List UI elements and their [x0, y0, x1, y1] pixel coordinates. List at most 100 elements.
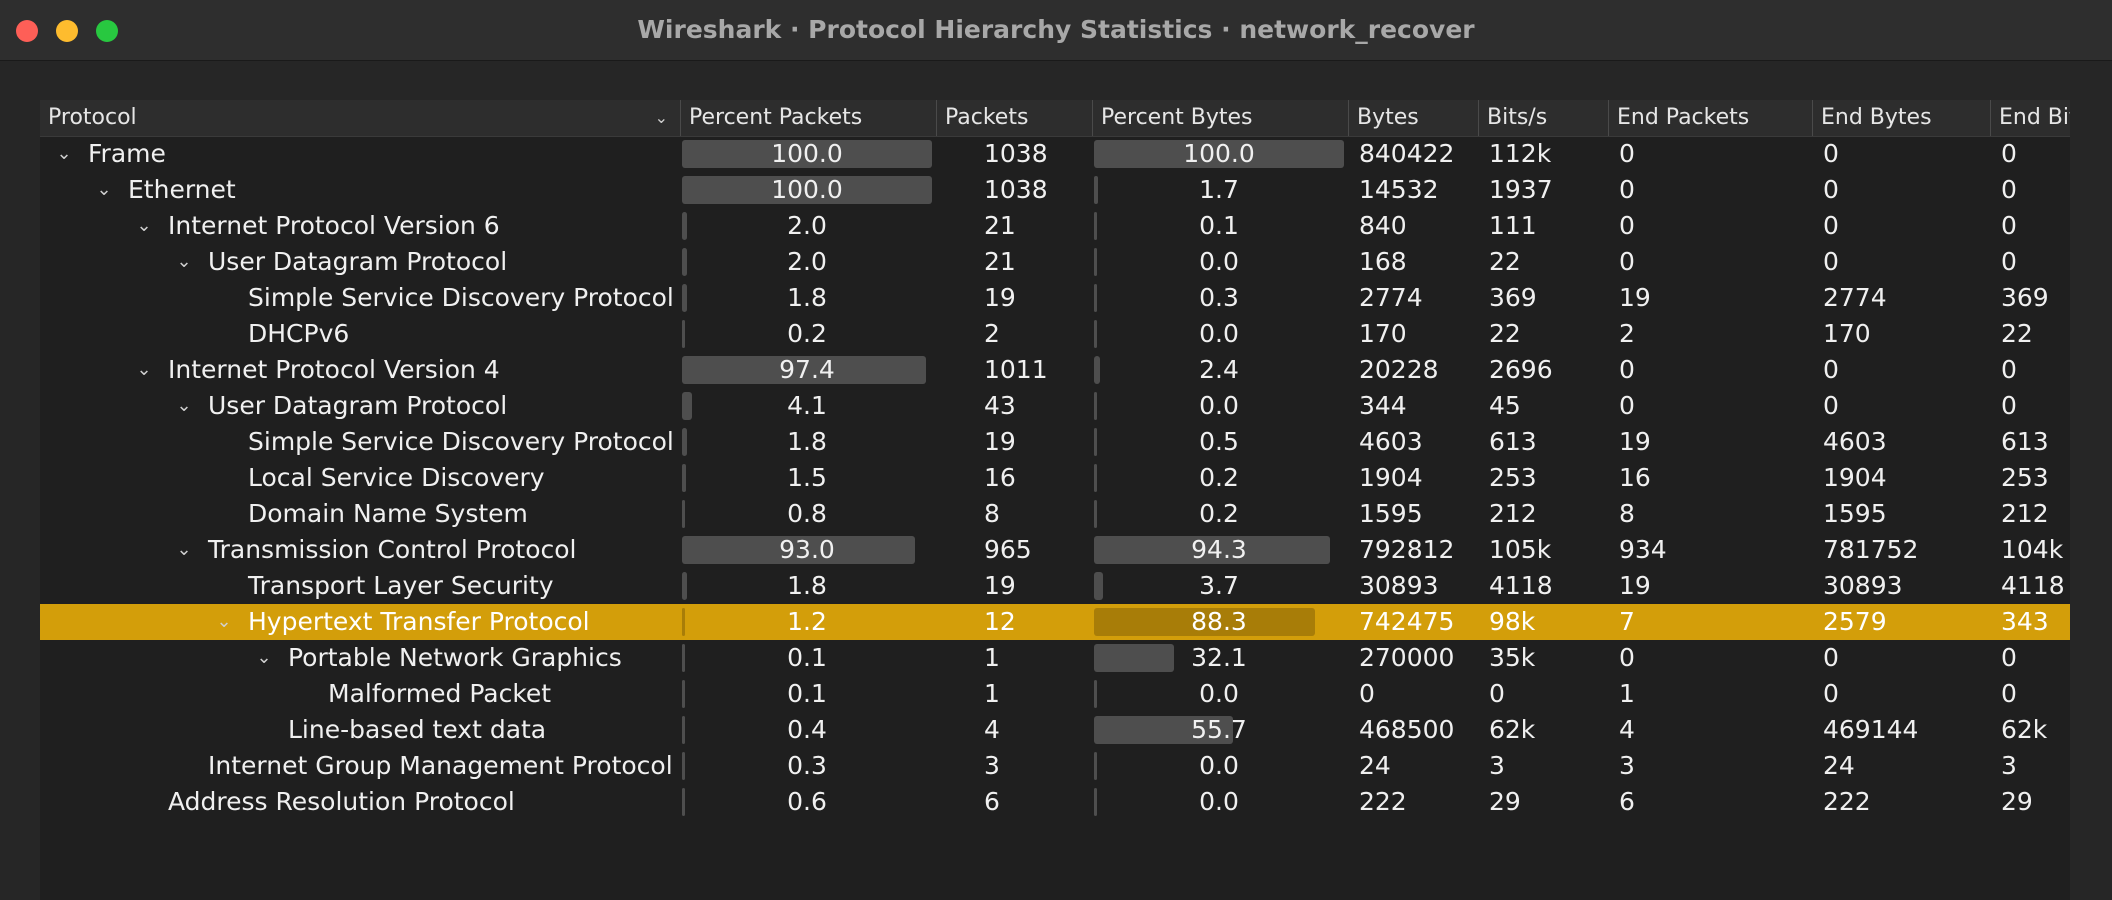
bits-value: 105k [1489, 535, 1552, 564]
tree-row[interactable]: Local Service Discovery 1.5 16 0.2 1904 253 16… [40, 460, 2070, 496]
protocol-name: Transport Layer Security [248, 571, 554, 600]
end-bits-value: 0 [2001, 391, 2017, 420]
tree-row[interactable]: Simple Service Discovery Protocol 1.8 19 0.… [40, 424, 2070, 460]
tree-row[interactable]: Line-based text data 0.4 4 55.7 468500 62k 4 46… [40, 712, 2070, 748]
percent-bytes-bar [1094, 176, 1099, 204]
tree-row[interactable]: Domain Name System 0.8 8 0.2 1595 212 8 1595 212 [40, 496, 2070, 532]
column-header-label: Packets [945, 105, 1029, 130]
percent-bytes-value: 0.0 [1199, 751, 1239, 780]
end-bits-value: 369 [2001, 283, 2049, 312]
column-header-row: Protocol ⌄ Percent Packets Packets Percent B… [40, 100, 2070, 137]
tree-row[interactable]: ⌄ User Datagram Protocol 2.0 21 0.0 168 22 0 0 0 [40, 244, 2070, 280]
end-bytes-value: 0 [1823, 355, 1839, 384]
chevron-down-icon[interactable]: ⌄ [96, 179, 112, 200]
percent-bytes-value: 0.5 [1199, 427, 1239, 456]
column-header-pct-packets[interactable]: Percent Packets [680, 100, 936, 136]
chevron-down-icon[interactable]: ⌄ [216, 611, 232, 632]
chevron-down-icon[interactable]: ⌄ [176, 395, 192, 416]
percent-packets-bar [682, 608, 685, 636]
percent-bytes-bar [1094, 752, 1097, 780]
maximize-button[interactable] [96, 20, 118, 42]
percent-bytes-bar [1094, 212, 1097, 240]
tree-row[interactable]: ⌄ Internet Protocol Version 4 97.4 1011 2.4 2… [40, 352, 2070, 388]
percent-bytes-value: 32.1 [1191, 643, 1247, 672]
percent-packets-bar [682, 176, 932, 204]
tree-row[interactable]: Malformed Packet 0.1 1 0.0 0 0 1 0 0 [40, 676, 2070, 712]
column-header-end-bits[interactable]: End Bit [1990, 100, 2070, 136]
percent-bytes-value: 0.0 [1199, 247, 1239, 276]
tree-row[interactable]: ⌄ Ethernet 100.0 1038 1.7 14532 1937 0 0 0 [40, 172, 2070, 208]
window-title: Wireshark · Protocol Hierarchy Statistic… [637, 15, 1475, 44]
percent-packets-bar [682, 752, 685, 780]
tree-row[interactable]: Transport Layer Security 1.8 19 3.7 30893 411… [40, 568, 2070, 604]
column-header-pct-bytes[interactable]: Percent Bytes [1092, 100, 1348, 136]
column-header-label: Bits/s [1487, 105, 1548, 130]
column-header-bits[interactable]: Bits/s [1478, 100, 1608, 136]
column-header-end-packets[interactable]: End Packets [1608, 100, 1812, 136]
chevron-down-icon[interactable]: ⌄ [136, 215, 152, 236]
close-button[interactable] [16, 20, 38, 42]
column-header-label: Percent Bytes [1101, 105, 1253, 130]
chevron-down-icon[interactable]: ⌄ [56, 143, 72, 164]
percent-packets-bar [682, 644, 685, 672]
column-header-packets[interactable]: Packets [936, 100, 1092, 136]
end-packets-value: 19 [1619, 427, 1651, 456]
percent-packets-value: 0.4 [787, 715, 827, 744]
bytes-value: 792812 [1359, 535, 1455, 564]
tree-row[interactable]: Internet Group Management Protocol 0.3 3 0.… [40, 748, 2070, 784]
protocol-hierarchy-tree[interactable]: Protocol ⌄ Percent Packets Packets Percent B… [40, 100, 2070, 900]
protocol-name: Ethernet [128, 175, 236, 204]
end-bytes-value: 30893 [1823, 571, 1903, 600]
bytes-value: 170 [1359, 319, 1407, 348]
column-header-label: End Bytes [1821, 105, 1932, 130]
percent-packets-value: 100.0 [771, 175, 843, 204]
percent-bytes-value: 0.0 [1199, 679, 1239, 708]
protocol-name: Address Resolution Protocol [168, 787, 515, 816]
end-bits-value: 212 [2001, 499, 2049, 528]
tree-row[interactable]: ⌄ Transmission Control Protocol 93.0 965 94.… [40, 532, 2070, 568]
percent-packets-value: 4.1 [787, 391, 827, 420]
packets-value: 4 [984, 715, 1000, 744]
percent-bytes-bar [1094, 248, 1097, 276]
percent-bytes-bar [1094, 500, 1097, 528]
tree-row[interactable]: ⌄ Internet Protocol Version 6 2.0 21 0.1 840 1… [40, 208, 2070, 244]
chevron-down-icon[interactable]: ⌄ [256, 647, 272, 668]
packets-value: 1038 [984, 139, 1048, 168]
bytes-value: 20228 [1359, 355, 1439, 384]
column-header-bytes[interactable]: Bytes [1348, 100, 1478, 136]
end-packets-value: 934 [1619, 535, 1667, 564]
bytes-value: 1904 [1359, 463, 1423, 492]
packets-value: 6 [984, 787, 1000, 816]
tree-row[interactable]: DHCPv6 0.2 2 0.0 170 22 2 170 22 [40, 316, 2070, 352]
protocol-name: Simple Service Discovery Protocol [248, 283, 674, 312]
packets-value: 16 [984, 463, 1016, 492]
column-header-end-bytes[interactable]: End Bytes [1812, 100, 1990, 136]
minimize-button[interactable] [56, 20, 78, 42]
end-bits-value: 104k [2001, 535, 2064, 564]
end-packets-value: 0 [1619, 175, 1635, 204]
column-header-protocol[interactable]: Protocol ⌄ [40, 100, 680, 136]
end-bits-value: 0 [2001, 247, 2017, 276]
tree-row[interactable]: ⌄ Hypertext Transfer Protocol 1.2 12 88.3 742… [40, 604, 2070, 640]
chevron-down-icon[interactable]: ⌄ [176, 539, 192, 560]
end-bits-value: 3 [2001, 751, 2017, 780]
percent-packets-value: 1.8 [787, 283, 827, 312]
end-bytes-value: 1595 [1823, 499, 1887, 528]
tree-row[interactable]: Simple Service Discovery Protocol 1.8 19 0.… [40, 280, 2070, 316]
tree-row[interactable]: ⌄ Portable Network Graphics 0.1 1 32.1 270000… [40, 640, 2070, 676]
column-header-label: End Packets [1617, 105, 1750, 130]
end-bits-value: 29 [2001, 787, 2033, 816]
end-packets-value: 2 [1619, 319, 1635, 348]
chevron-down-icon[interactable]: ⌄ [136, 359, 152, 380]
sort-chevron-icon[interactable]: ⌄ [654, 108, 668, 127]
protocol-name: Frame [88, 139, 166, 168]
end-bytes-value: 2774 [1823, 283, 1887, 312]
chevron-down-icon[interactable]: ⌄ [176, 251, 192, 272]
percent-bytes-value: 0.2 [1199, 463, 1239, 492]
tree-row[interactable]: ⌄ Frame 100.0 1038 100.0 840422 112k 0 0 0 [40, 136, 2070, 172]
tree-row[interactable]: ⌄ User Datagram Protocol 4.1 43 0.0 344 45 0 0 0 [40, 388, 2070, 424]
end-packets-value: 0 [1619, 391, 1635, 420]
end-bytes-value: 1904 [1823, 463, 1887, 492]
tree-row[interactable]: Address Resolution Protocol 0.6 6 0.0 222 29 6… [40, 784, 2070, 820]
percent-packets-value: 0.2 [787, 319, 827, 348]
